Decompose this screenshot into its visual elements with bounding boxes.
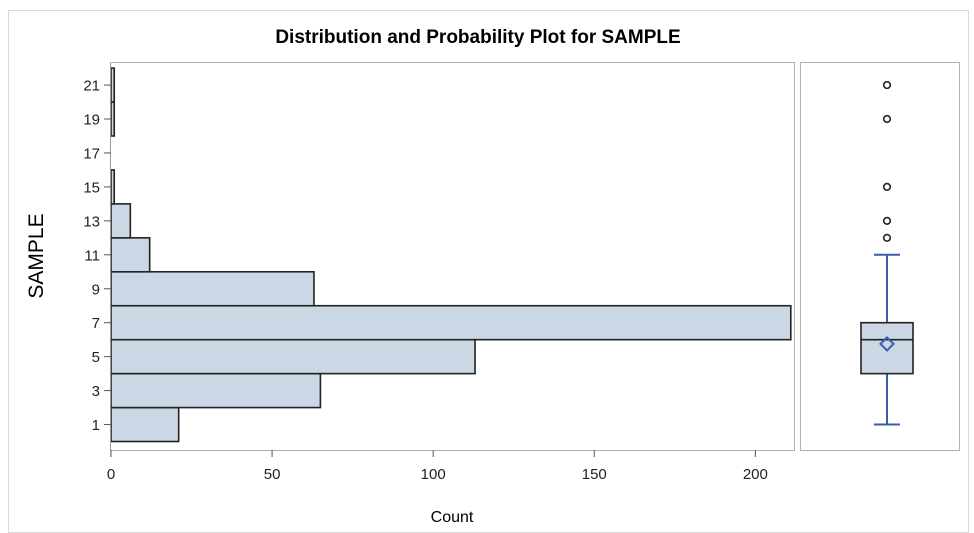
histogram-bar (110, 169, 116, 205)
y-axis-title: SAMPLE (25, 213, 48, 298)
box-plot (860, 80, 914, 426)
y-tick-label: 13 (83, 213, 100, 230)
y-tick-label: 1 (92, 417, 100, 434)
chart-title: Distribution and Probability Plot for SA… (275, 27, 680, 48)
outlier-point (882, 233, 892, 242)
y-tick-label: 7 (92, 315, 100, 332)
histogram-bar (110, 372, 322, 409)
outlier-point (882, 216, 892, 225)
x-axis-title: Count (431, 509, 474, 526)
histogram-bar (110, 101, 116, 137)
y-tick-label: 15 (83, 179, 100, 196)
x-tick-label: 200 (743, 466, 768, 483)
outlier-point (882, 114, 892, 124)
y-tick-label: 21 (83, 78, 100, 95)
y-tick-label: 19 (83, 112, 100, 129)
histogram-bar (110, 203, 132, 239)
histogram-bar (110, 237, 151, 273)
y-tick-label: 11 (84, 247, 100, 264)
outlier-point (882, 80, 892, 90)
x-tick-label: 0 (107, 466, 115, 483)
histogram-bar (110, 67, 116, 103)
y-tick-label: 17 (83, 145, 100, 162)
y-tick-label: 3 (92, 383, 100, 400)
histogram-bar (110, 406, 180, 443)
histogram-bars (110, 67, 792, 443)
y-tick-label: 9 (92, 281, 100, 298)
box-panel-frame (800, 62, 960, 451)
interquartile-box (860, 321, 914, 375)
histogram-bar (110, 338, 476, 375)
histogram-bar (110, 270, 315, 307)
mean-marker (879, 336, 895, 352)
x-axis: 0 50 100 150 200 (107, 450, 768, 483)
x-tick-label: 50 (264, 466, 281, 483)
x-tick-label: 150 (582, 466, 607, 483)
y-tick-label: 5 (92, 349, 100, 366)
histogram-bar (110, 304, 792, 341)
outlier-point (882, 182, 892, 192)
x-tick-label: 100 (421, 466, 446, 483)
